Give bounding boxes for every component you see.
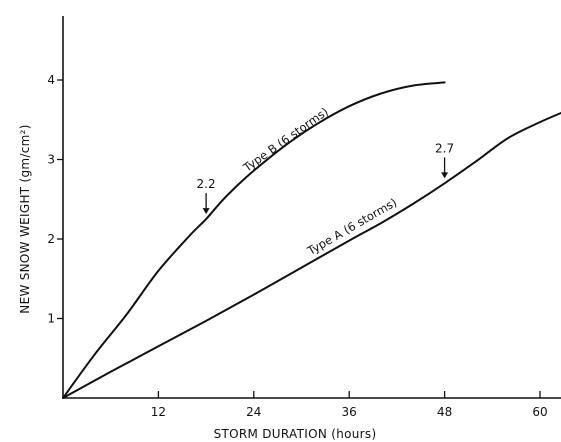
- y-tick-label-2: 2: [47, 232, 55, 246]
- curve-labels: Type B (6 storms) Type A (6 storms): [240, 104, 399, 258]
- series-line-type-b-6-storms: [62, 81, 446, 399]
- annotation-arrowhead-2.7: [441, 172, 449, 179]
- x-tick-label-60: 60: [532, 405, 547, 419]
- series-label-type-a-6-storms: Type A (6 storms): [304, 195, 399, 258]
- annotation-label-2.2: 2.2: [197, 177, 216, 191]
- annotation-label-2.7: 2.7: [435, 141, 454, 155]
- y-tick-label-4: 4: [47, 73, 55, 87]
- x-tick-label-48: 48: [437, 405, 452, 419]
- series-label-type-b-6-storms: Type B (6 storms): [240, 104, 331, 175]
- annotation-arrowhead-2.2: [202, 208, 210, 215]
- x-axis-title: STORM DURATION (hours): [214, 427, 377, 441]
- annotations: 2.2 2.7: [197, 141, 454, 215]
- x-tick-label-12: 12: [151, 405, 166, 419]
- y-tick-label-3: 3: [47, 153, 55, 167]
- y-axis-title: NEW SNOW WEIGHT (gm/cm²): [18, 124, 32, 313]
- data-series: [62, 81, 561, 399]
- x-tick-label-36: 36: [342, 405, 357, 419]
- x-tick-label-24: 24: [246, 405, 261, 419]
- series-line-type-a-6-storms: [62, 111, 561, 399]
- y-tick-label-1: 1: [47, 312, 55, 326]
